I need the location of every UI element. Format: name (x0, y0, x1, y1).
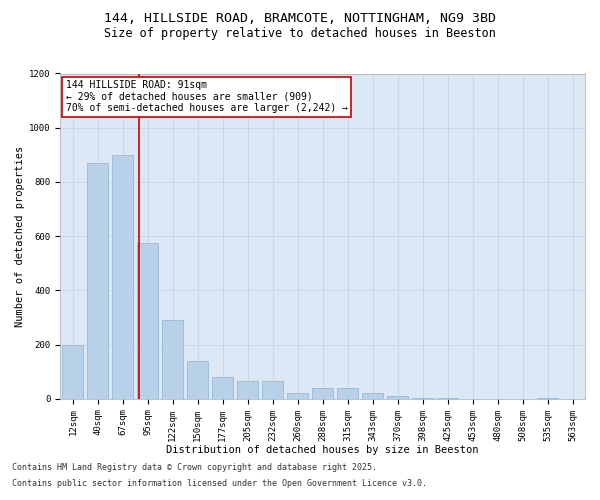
Text: 144, HILLSIDE ROAD, BRAMCOTE, NOTTINGHAM, NG9 3BD: 144, HILLSIDE ROAD, BRAMCOTE, NOTTINGHAM… (104, 12, 496, 26)
Bar (387, 396, 408, 399)
Bar (112, 155, 133, 399)
Text: Size of property relative to detached houses in Beeston: Size of property relative to detached ho… (104, 28, 496, 40)
Text: 144 HILLSIDE ROAD: 91sqm
← 29% of detached houses are smaller (909)
70% of semi-: 144 HILLSIDE ROAD: 91sqm ← 29% of detach… (65, 80, 347, 113)
Bar (187, 361, 208, 399)
Bar (362, 393, 383, 399)
Bar (62, 344, 83, 399)
Bar (287, 393, 308, 399)
Bar (437, 398, 458, 399)
Bar (87, 163, 109, 399)
X-axis label: Distribution of detached houses by size in Beeston: Distribution of detached houses by size … (166, 445, 479, 455)
Bar (312, 388, 334, 399)
Bar (237, 381, 259, 399)
Text: Contains public sector information licensed under the Open Government Licence v3: Contains public sector information licen… (12, 478, 427, 488)
Bar (337, 388, 358, 399)
Bar (212, 377, 233, 399)
Bar (262, 381, 283, 399)
Y-axis label: Number of detached properties: Number of detached properties (15, 146, 25, 327)
Bar (412, 398, 433, 399)
Bar (137, 243, 158, 399)
Bar (162, 320, 184, 399)
Bar (537, 398, 558, 399)
Text: Contains HM Land Registry data © Crown copyright and database right 2025.: Contains HM Land Registry data © Crown c… (12, 464, 377, 472)
